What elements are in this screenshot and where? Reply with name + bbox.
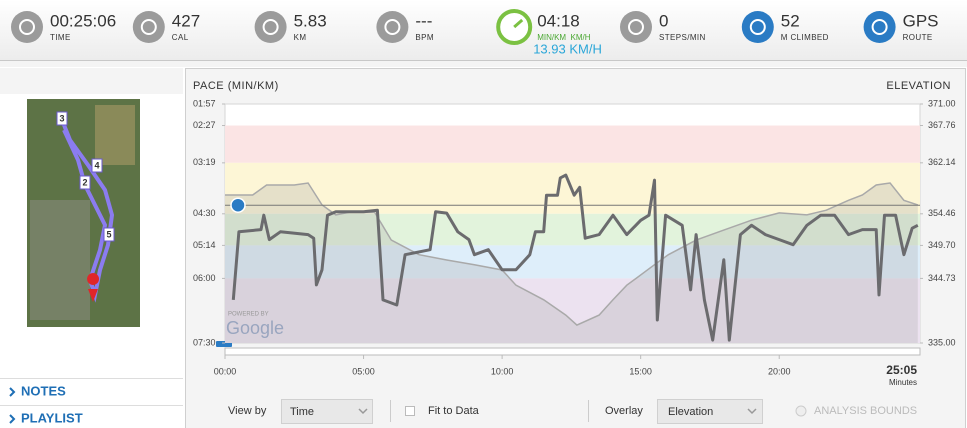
stat-icon <box>863 11 896 43</box>
map-marker <box>103 227 115 242</box>
y2-tick-label: 344.73 <box>928 273 956 283</box>
stat-icon-glyph <box>140 19 157 35</box>
top-bar-shadow <box>0 61 967 67</box>
stat-value: 52 <box>781 11 800 30</box>
y-tick-label: 04:30 <box>193 208 216 218</box>
map-town <box>30 200 90 320</box>
y2-title: ELEVATION <box>886 80 951 92</box>
stat-value: 5.83 <box>294 11 327 30</box>
x-unit: Minutes <box>889 378 917 387</box>
stat-icon-glyph <box>384 19 401 35</box>
stat-value: GPS <box>903 11 939 30</box>
map-marker <box>91 158 103 173</box>
stat-label: M CLIMBED <box>781 33 829 42</box>
x-tick-label: 20:00 <box>768 366 791 376</box>
stat-label: ROUTE <box>903 33 933 42</box>
stat-icon-needle <box>513 18 524 29</box>
scrubber[interactable] <box>224 347 921 356</box>
stat-icon <box>254 11 287 43</box>
stat-icon-glyph <box>749 19 766 35</box>
fit-checkbox[interactable] <box>405 406 415 416</box>
stat-icon-glyph <box>262 19 279 35</box>
y-tick-label: 05:14 <box>193 240 216 250</box>
pace-zone <box>225 278 920 343</box>
stat-sub: 13.93 KM/H <box>533 41 602 56</box>
x-tick-label: 15:00 <box>629 366 652 376</box>
chevron <box>9 387 16 397</box>
pace-line <box>231 173 919 342</box>
stat-icon-glyph <box>871 19 888 35</box>
y2-tick-label: 362.14 <box>928 157 956 167</box>
y-tick-label: 01:57 <box>193 98 216 108</box>
stat-icon <box>132 11 165 43</box>
map-pin <box>87 273 100 302</box>
playlist-link[interactable]: PLAYLIST <box>21 410 83 425</box>
fit-label: Fit to Data <box>428 405 480 417</box>
chevron <box>9 414 16 424</box>
stat-label: BPM <box>415 33 434 42</box>
view-by-label: View by <box>228 405 267 417</box>
stat-icon <box>11 11 43 43</box>
x-tick-label: 05:00 <box>352 366 375 376</box>
y2-tick-label: 354.46 <box>928 208 956 218</box>
stat-label: MIN/KM KM/H <box>537 33 591 42</box>
map-brand: Google <box>226 318 284 338</box>
stat-value: --- <box>415 11 432 30</box>
overlay-value: Elevation <box>668 406 713 418</box>
y-tick-label: 03:19 <box>193 157 216 167</box>
y-tick-label: 02:27 <box>193 120 216 130</box>
map-marker <box>79 175 91 190</box>
view-by-select[interactable] <box>281 399 373 424</box>
y-tick-label: 06:00 <box>193 273 216 283</box>
stat-value: 0 <box>659 11 668 30</box>
x-tick-label: 10:00 <box>491 366 514 376</box>
overlay-select[interactable] <box>657 399 763 424</box>
stat-label: KM <box>294 33 307 42</box>
stat-value: 00:25:06 <box>50 11 116 30</box>
view-by-value: Time <box>290 406 314 418</box>
stat-icon <box>741 11 774 43</box>
select-arrow <box>358 408 368 415</box>
chart-title: PACE (MIN/KM) <box>193 80 279 92</box>
y-tick-label: 07:30 <box>193 337 216 347</box>
y2-tick-label: 367.76 <box>928 120 956 130</box>
notes-link[interactable]: NOTES <box>21 383 66 398</box>
x-tick-label: 00:00 <box>214 366 237 376</box>
map-marker <box>56 111 68 126</box>
stat-value: 04:18 <box>537 11 580 30</box>
stat-icon-glyph <box>19 19 35 35</box>
select-arrow <box>747 408 757 415</box>
map-marker-label: 5 <box>106 229 111 239</box>
elevation-line <box>225 182 919 326</box>
bounds-toggle[interactable] <box>795 405 807 417</box>
stat-label: TIME <box>50 33 71 42</box>
sidebar-header <box>0 68 183 94</box>
y2-tick-label: 371.00 <box>928 98 956 108</box>
map-marker-label: 2 <box>82 177 87 187</box>
stat-icon <box>376 11 409 43</box>
pace-zone <box>225 125 920 163</box>
stat-icon-glyph <box>628 19 644 35</box>
y2-tick-label: 349.70 <box>928 240 956 250</box>
map-field <box>95 105 135 165</box>
overlay-label: Overlay <box>605 405 643 417</box>
pace-zone <box>225 245 920 279</box>
y2-tick-label: 335.00 <box>928 337 956 347</box>
x-end-label: 25:05 <box>886 363 917 377</box>
stat-label: CAL <box>172 33 189 42</box>
map-marker-label: 3 <box>59 113 64 123</box>
stat-value: 427 <box>172 11 200 30</box>
map-credit: POWERED BY <box>228 312 269 318</box>
map-marker-label: 4 <box>94 160 99 170</box>
stat-icon <box>620 11 652 43</box>
bounds-label: ANALYSIS BOUNDS <box>814 405 917 417</box>
reference-handle[interactable] <box>230 197 246 213</box>
plot <box>225 125 920 343</box>
stat-label: STEPS/MIN <box>659 33 706 42</box>
